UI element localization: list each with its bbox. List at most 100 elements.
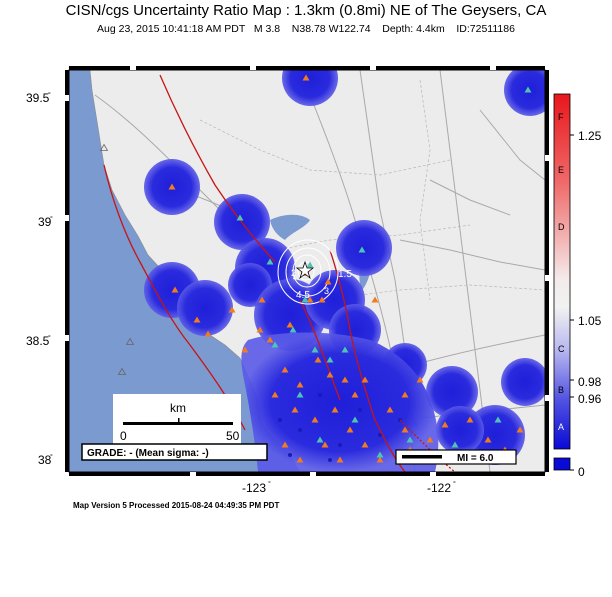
station-triangle-icon [351,391,359,398]
station-triangle-icon [326,371,334,378]
station-triangle-icon [318,296,326,303]
station-triangle-icon [361,441,369,448]
epicenter-star-icon [295,260,315,280]
ratio-contours [277,239,339,305]
grade-letter: E [558,165,564,175]
colorbar-value: 1.05 [578,314,602,328]
station-triangle-icon [426,436,434,443]
station-triangle-icon [341,346,349,353]
lat-tick-label: 38 [38,453,52,467]
station-triangle-icon [296,381,304,388]
station-triangle-icon [302,74,310,81]
lon-tick-label: -122 [427,481,451,495]
station-triangle-icon [266,336,274,343]
station-triangle-icon [358,246,366,253]
station-triangle-icon [193,316,201,323]
degree-symbol: ° [50,215,53,223]
station-triangle-icon [311,346,319,353]
station-triangle-icon [256,326,264,333]
station-triangle-icon [401,426,409,433]
station-triangle-icon [324,278,332,285]
mi-legend-line [402,455,442,459]
station-triangle-icon [289,326,297,333]
station-triangle-icon [314,356,322,363]
station-triangle-icon [168,183,176,190]
map-border-ticks [65,66,549,476]
contour-label-2: 4.5 [296,290,310,301]
station-triangle-icon [117,367,127,375]
scale-unit: km [170,401,186,415]
lat-tick-label: 39 [38,215,52,229]
grade-letter: B [558,385,564,395]
station-triangle-icon [494,416,502,423]
station-triangle-icon [451,441,459,448]
degree-symbol: ° [48,91,51,99]
degree-symbol: ° [268,480,271,488]
grade-letter: C [558,344,565,354]
station-triangle-icon [296,456,304,463]
station-triangle-icon [341,376,349,383]
station-triangle-icon [406,436,414,443]
station-triangle-icon [316,436,324,443]
degree-symbol: ° [48,334,51,342]
station-triangle-icon [125,337,135,345]
station-triangle-icon [306,296,314,303]
station-dots [278,393,402,462]
station-triangle-icon [204,330,212,337]
event-subtitle: Aug 23, 2015 10:41:18 AM PDT M 3.8 N38.7… [97,23,515,35]
degree-symbol: ° [453,480,456,488]
mi-legend-box [395,449,517,465]
station-triangle-icon [416,376,424,383]
station-triangle-icon [484,436,492,443]
mi-legend-text: MI = 6.0 [457,453,494,464]
scale-bar: km 0 50 [113,394,241,444]
colorbar-value: 0.98 [578,375,602,389]
degree-symbol: ° [50,453,53,461]
station-triangle-icon [236,214,244,221]
station-triangle-icon [291,406,299,413]
grade-letter: A [558,422,564,432]
lat-tick-label: 39.5 [26,91,50,105]
station-triangle-icon [516,426,524,433]
station-triangle-icon [346,426,354,433]
station-triangle-icon [281,441,289,448]
fault-lines [103,74,456,472]
station-triangle-icon [336,456,344,463]
grade-letter: F [558,112,564,122]
colorbar-value: 1.25 [578,129,602,143]
station-triangle-icon [326,356,334,363]
station-triangle-icon [228,306,236,313]
station-triangle-icon [376,456,384,463]
station-triangle-icon [441,421,449,428]
station-triangle-icon [258,296,266,303]
contour-label-3: 3 [324,286,329,296]
station-triangle-icon [361,376,369,383]
stations-orange [99,74,524,463]
colorbar-value: 0.96 [578,392,602,406]
station-triangle-icon [296,391,304,398]
station-triangle-icon [401,391,409,398]
scale-max-label: 50 [226,429,240,443]
station-triangle-icon [371,296,379,303]
lat-axis: 39.5 ° 39 ° 38.5 ° 38 ° [26,91,53,467]
map-title: CISN/cgs Uncertainty Ratio Map : 1.3km (… [65,2,547,19]
grade-letter: D [558,222,565,232]
colorbar: F E D C B A 1.25 1.05 0.98 0.96 0 [553,93,602,479]
colorbar-gradient [553,93,571,450]
station-triangle-icon [376,451,384,458]
grade-box [81,443,268,461]
station-triangle-icon [286,321,294,328]
lon-axis: -123 ° -122 ° [242,480,456,495]
colorbar-zero-swatch [553,457,571,471]
station-triangle-icon [311,416,319,423]
grade-text: GRADE: - (Mean sigma: -) [87,448,209,459]
station-triangle-icon [271,341,279,348]
station-triangle-icon [99,143,109,151]
station-triangle-icon [271,391,279,398]
station-triangle-icon [281,366,289,373]
scale-bar-bg [113,394,241,444]
station-triangle-icon [331,406,339,413]
station-triangle-icon [524,86,532,93]
lat-tick-label: 38.5 [26,334,50,348]
